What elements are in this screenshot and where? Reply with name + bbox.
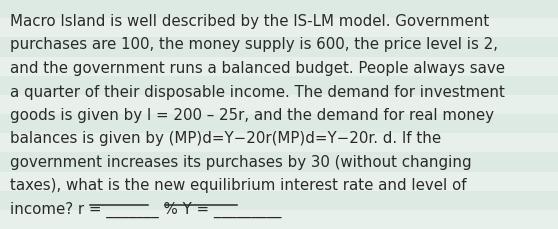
Text: government increases its purchases by 30 (without changing: government increases its purchases by 30…: [10, 154, 472, 169]
Text: Macro Island is well described by the IS-LM model. Government: Macro Island is well described by the IS…: [10, 14, 489, 29]
Text: goods is given by I = 200 – 25r, and the demand for real money: goods is given by I = 200 – 25r, and the…: [10, 108, 494, 123]
Bar: [0, 191, 558, 210]
Bar: [0, 134, 558, 153]
Text: taxes), what is the new equilibrium interest rate and level of: taxes), what is the new equilibrium inte…: [10, 178, 466, 193]
Bar: [0, 210, 558, 229]
Bar: [0, 153, 558, 172]
Bar: [0, 19, 558, 38]
Text: income? r = _______ % Y = _________: income? r = _______ % Y = _________: [10, 201, 281, 217]
Text: purchases are 100, the money supply is 600, the price level is 2,: purchases are 100, the money supply is 6…: [10, 37, 498, 52]
Bar: [0, 38, 558, 57]
Bar: [0, 172, 558, 191]
Bar: [0, 76, 558, 95]
Bar: [0, 95, 558, 114]
Bar: [0, 114, 558, 134]
Text: a quarter of their disposable income. The demand for investment: a quarter of their disposable income. Th…: [10, 84, 505, 99]
Text: and the government runs a balanced budget. People always save: and the government runs a balanced budge…: [10, 61, 505, 76]
Bar: [0, 0, 558, 19]
Text: balances is given by (MP)d=Y−20r(MP)d=Y−20r. d. If the: balances is given by (MP)d=Y−20r(MP)d=Y−…: [10, 131, 441, 146]
Bar: [0, 57, 558, 76]
